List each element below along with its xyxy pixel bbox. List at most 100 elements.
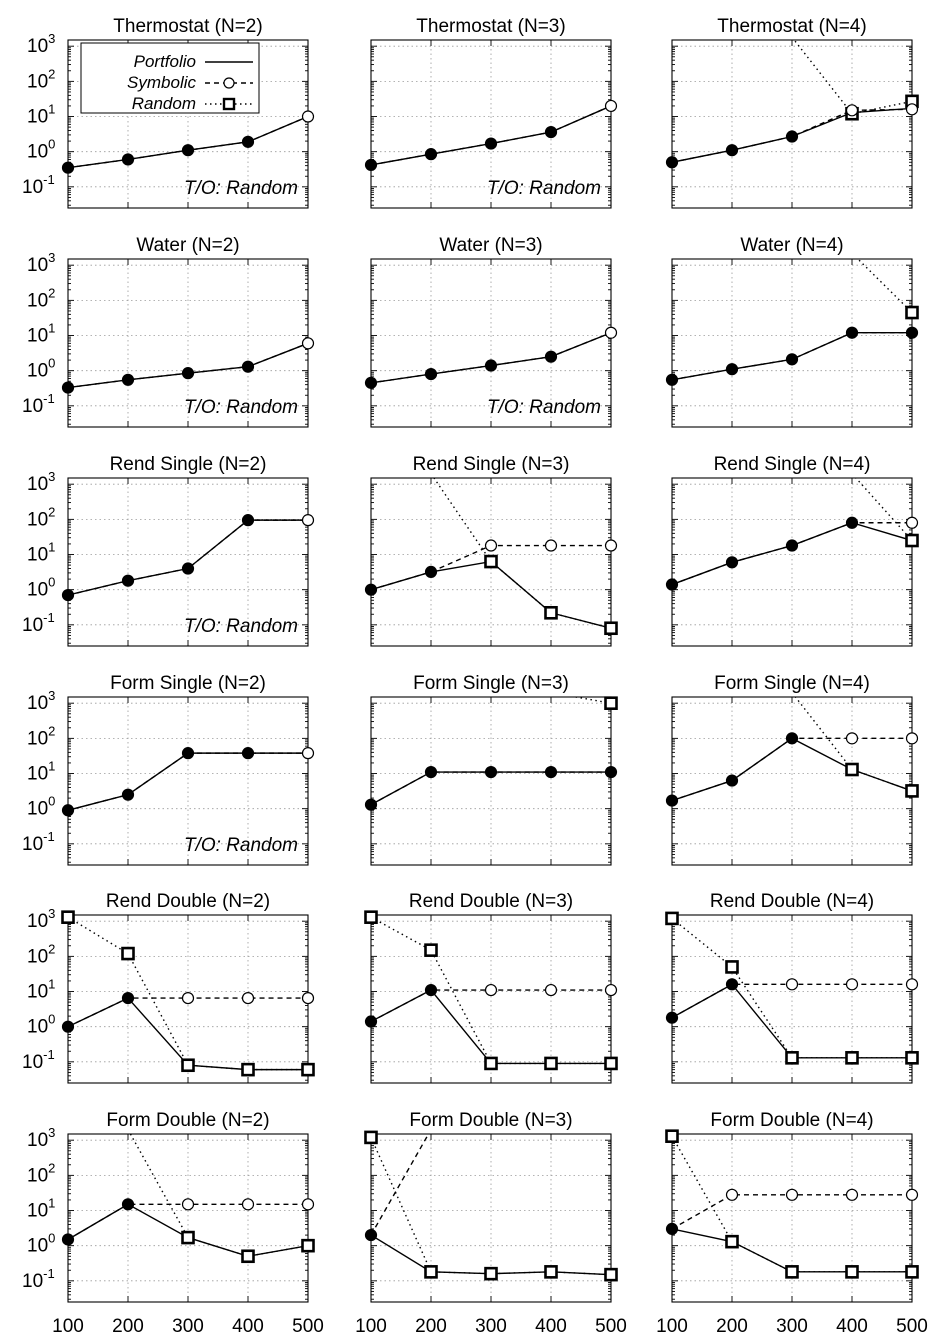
x-tick-label: 100 (355, 1316, 387, 1337)
portfolio-marker (181, 562, 195, 575)
portfolio-marker (364, 798, 378, 811)
panel-5: Water (N=3) T/O: Random (364, 235, 618, 428)
symbolic-marker (604, 983, 618, 997)
random-marker (484, 1056, 498, 1071)
portfolio-line (68, 519, 308, 596)
random-line (371, 916, 611, 1065)
symbolic-marker (845, 104, 859, 117)
portfolio-marker (364, 158, 378, 172)
panel-1: 10-1 100 101 102 103 Thermostat (N=2) T/O: Ran… (22, 16, 315, 209)
y-tick-label: 100 (27, 1231, 55, 1257)
panel-10: 10-1 100 101 102 103 Form Single (N=2) T/O: Ra… (22, 673, 315, 866)
panel-7: 10-1 100 101 102 103 Rend Single (N=2) T/O: Ra… (22, 454, 315, 647)
legend-label-portfolio: Portfolio (134, 52, 196, 71)
portfolio-marker (121, 1198, 135, 1211)
symbolic-marker (725, 1188, 739, 1201)
portfolio-marker (61, 161, 75, 174)
random-line (856, 259, 912, 314)
legend-label-symbolic: Symbolic (127, 73, 196, 92)
y-tick-label: 103 (27, 469, 55, 495)
panel-3: Thermostat (N=4) (665, 16, 919, 209)
random-marker (604, 696, 618, 710)
legend-marker (223, 77, 235, 89)
panel-title: Form Single (N=3) (413, 673, 569, 694)
portfolio-marker (61, 589, 75, 602)
panel-title: Water (N=3) (439, 235, 542, 256)
series-group (672, 478, 912, 586)
panel-13: 10-1 100 101 102 103 Rend Double (N=2) (22, 891, 315, 1084)
y-tick-label: 101 (27, 102, 55, 128)
x-tick-label: 200 (112, 1316, 144, 1337)
symbolic-marker (241, 991, 255, 1005)
symbolic-marker (181, 1198, 195, 1211)
symbolic-marker (845, 1188, 859, 1201)
plot-frame (671, 39, 913, 209)
panel-title: Thermostat (N=3) (416, 16, 565, 37)
y-tick-label: 101 (27, 321, 55, 347)
x-tick-label: 200 (716, 1316, 748, 1337)
portfolio-marker (665, 578, 679, 591)
symbolic-marker (905, 516, 919, 529)
portfolio-marker (725, 363, 739, 376)
panel-4: 10-1 100 101 102 103 Water (N=2) T/O: Random (22, 235, 315, 428)
portfolio-marker (364, 1015, 378, 1028)
symbolic-marker (301, 514, 315, 527)
portfolio-marker (665, 1222, 679, 1235)
panel-17: 100 200 300 400 500 Form Double (N=3) (355, 1110, 627, 1337)
symbolic-marker (301, 991, 315, 1005)
random-line (793, 40, 912, 115)
portfolio-marker (665, 373, 679, 386)
x-tick-label: 400 (836, 1316, 868, 1337)
y-tick-label: 10-1 (22, 829, 55, 855)
x-tick-label: 300 (172, 1316, 204, 1337)
symbolic-marker (905, 1188, 919, 1201)
random-marker (424, 1265, 438, 1279)
random-marker (301, 1238, 315, 1253)
symbolic-marker (241, 1198, 255, 1211)
timeout-note: T/O: Random (184, 178, 298, 199)
timeout-note: T/O: Random (184, 616, 298, 637)
legend-label-random: Random (132, 94, 196, 113)
portfolio-marker (181, 747, 195, 760)
y-tick-label: 100 (27, 137, 55, 163)
timeout-note: T/O: Random (487, 178, 601, 199)
y-tick-label: 100 (27, 794, 55, 820)
y-tick-label: 10-1 (22, 391, 55, 417)
panel-title: Form Double (N=3) (409, 1110, 572, 1131)
random-marker (725, 960, 739, 974)
panel-9: Rend Single (N=4) (665, 454, 919, 647)
symbolic-marker (301, 747, 315, 760)
symbolic-marker (544, 983, 558, 997)
portfolio-marker (785, 539, 799, 552)
symbolic-marker (604, 539, 618, 552)
portfolio-marker (725, 144, 739, 157)
panel-16: 10-1 100 101 102 103 100 200 300 400 500 Form Doub… (22, 1110, 324, 1337)
portfolio-marker (424, 565, 438, 579)
portfolio-line (68, 1203, 308, 1257)
portfolio-marker (665, 794, 679, 807)
random-marker (181, 1230, 195, 1245)
panel-title: Form Double (N=4) (710, 1110, 873, 1131)
random-marker (241, 1249, 255, 1264)
portfolio-marker (424, 367, 438, 381)
random-marker (905, 1051, 919, 1065)
random-marker (301, 1062, 315, 1077)
portfolio-marker (61, 1233, 75, 1246)
random-marker (604, 1056, 618, 1071)
y-tick-label: 103 (27, 31, 55, 57)
random-marker (241, 1062, 255, 1077)
random-marker (544, 1265, 558, 1279)
symbolic-line (371, 1134, 430, 1236)
random-marker (785, 1265, 799, 1279)
portfolio-marker (905, 326, 919, 339)
panel-title: Form Single (N=2) (110, 673, 266, 694)
portfolio-marker (364, 583, 378, 596)
y-tick-label: 103 (27, 906, 55, 932)
y-tick-label: 101 (27, 977, 55, 1003)
random-marker (544, 605, 558, 620)
random-marker (905, 784, 919, 798)
random-marker (785, 1051, 799, 1065)
panel-title: Water (N=4) (740, 235, 843, 256)
random-marker (665, 1129, 679, 1143)
plot-frame (370, 696, 612, 866)
